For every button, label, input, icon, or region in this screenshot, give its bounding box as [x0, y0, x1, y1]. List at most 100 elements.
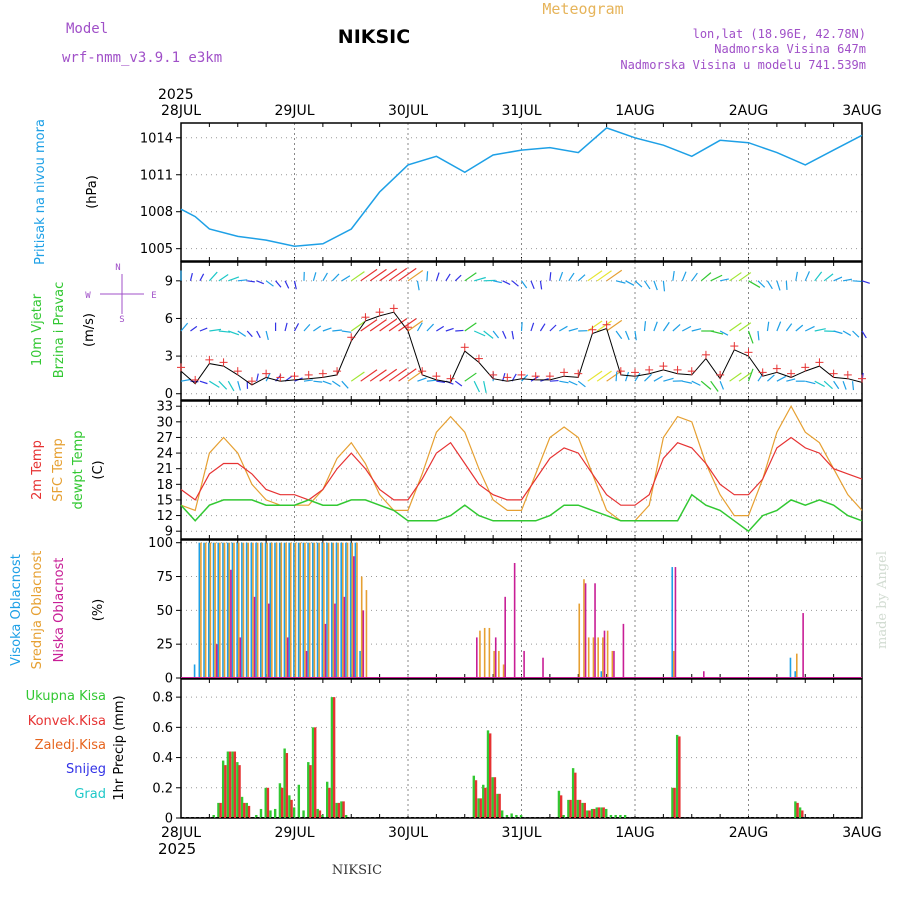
- wind-arrow: [729, 272, 742, 282]
- wind-arrow: [464, 322, 477, 332]
- conv-rain-bar: [280, 787, 284, 818]
- pressure-panel: 1005 1008 1011 1014: [140, 127, 863, 257]
- wind-arrow: [303, 379, 313, 382]
- high-cloud-bar: [212, 542, 215, 678]
- low-cloud-bar: [267, 603, 270, 678]
- y-tick-label: 50: [156, 604, 173, 619]
- wind-arrow: [776, 375, 787, 382]
- low-cloud-bar: [343, 596, 346, 678]
- y-tick-label: 1011: [140, 168, 173, 183]
- wind-arrow: [228, 276, 240, 282]
- high-cloud-bar: [600, 671, 603, 678]
- y-tick-label: 3: [165, 350, 173, 365]
- high-cloud-bar: [245, 542, 248, 678]
- wind-arrow: [312, 272, 317, 281]
- y-tick-label: 0: [165, 387, 173, 402]
- conv-rain-bar: [493, 777, 497, 818]
- wind-arrow: [416, 280, 420, 291]
- wind-arrow: [530, 280, 535, 290]
- wind-arrow: [369, 319, 387, 332]
- total-rain-bar: [302, 810, 305, 818]
- conv-rain-bar: [328, 787, 331, 818]
- precip-y-ticks: 0 0.2 0.4 0.6 0.8: [152, 691, 181, 827]
- wind-arrow: [757, 330, 760, 341]
- total-rain-bar: [236, 762, 239, 818]
- conv-rain-bar: [678, 736, 681, 818]
- wind-arrow: [530, 376, 539, 382]
- wind-arrow: [445, 327, 454, 332]
- y-tick-label: 27: [156, 431, 173, 446]
- wind-arrow: [322, 380, 332, 385]
- wind-arrow: [766, 280, 773, 290]
- y-tick-label: 1005: [140, 242, 173, 257]
- y-tick-label: 0.4: [152, 751, 173, 766]
- y-tick-label: 15: [156, 493, 173, 508]
- model-label: Model: [66, 21, 108, 37]
- high-cloud-bar: [330, 542, 333, 678]
- wind-arrow: [379, 368, 398, 382]
- total-rain-bar: [292, 807, 296, 818]
- wind-arrow: [521, 374, 529, 382]
- high-cloud-bar: [326, 542, 328, 678]
- wind-arrow: [710, 380, 719, 392]
- conv-rain-bar: [574, 772, 577, 818]
- wind-arrow: [833, 330, 843, 335]
- wind-arrow: [199, 380, 208, 385]
- high-cloud-bar: [349, 542, 352, 678]
- top-date-label: 2AUG: [729, 103, 769, 119]
- elevation-label: Nadmorska Visina 647m: [714, 42, 866, 56]
- wind-arrow: [189, 272, 193, 281]
- wind-arrow: [748, 280, 761, 288]
- wind-arrow: [691, 380, 701, 386]
- wind-arrow: [587, 370, 603, 382]
- low-cloud-bar: [802, 613, 804, 678]
- cloud-ylabel: (%): [91, 599, 106, 622]
- wind-arrow: [228, 330, 240, 336]
- mid-cloud-bar: [323, 542, 325, 678]
- wind-arrow: [407, 370, 424, 382]
- wind-arrow: [407, 320, 424, 332]
- mid-cloud-bar: [214, 542, 216, 678]
- wind-arrow: [549, 272, 552, 281]
- high-cloud-bar: [203, 542, 205, 678]
- wind-arrow: [842, 330, 852, 336]
- total-rain-bar: [255, 814, 258, 818]
- high-cloud-bar: [293, 542, 295, 678]
- top-date-label: 28JUL: [161, 103, 201, 119]
- top-date-label: 29JUL: [275, 103, 315, 119]
- total-rain-bar: [330, 697, 334, 818]
- wind-arrow: [842, 278, 852, 282]
- wind-arrow: [710, 274, 723, 282]
- temp-2m-title: 2m Temp: [30, 440, 45, 500]
- wind-arrow: [710, 330, 724, 335]
- wind-arrow: [369, 369, 387, 382]
- wind-arrow: [833, 380, 840, 390]
- wind-arrow: [606, 319, 623, 332]
- wind-arrow: [833, 276, 843, 282]
- wind-arrow: [492, 330, 500, 339]
- mid-cloud-bar: [237, 542, 240, 678]
- conv-rain-bar: [224, 765, 227, 818]
- high-cloud-bar: [307, 542, 309, 678]
- wind-arrow: [350, 371, 365, 382]
- mid-cloud-bar: [502, 664, 505, 678]
- total-rain-bar: [259, 808, 263, 818]
- wind-arrow: [662, 321, 670, 332]
- wind-arrow: [549, 379, 559, 382]
- wind-arrow: [663, 377, 674, 382]
- wind-arrow: [549, 324, 557, 332]
- wind-arrow: [322, 327, 332, 332]
- high-cloud-title: Visoka Oblacnost: [9, 554, 24, 666]
- y-tick-label: 1008: [140, 205, 173, 220]
- credit-label: made by Angel: [875, 551, 890, 649]
- total-rain-bar: [562, 814, 565, 818]
- wind-arrow: [265, 280, 274, 287]
- wind-arrow: [180, 378, 192, 382]
- mid-cloud-bar: [488, 627, 491, 678]
- total-rain-bar: [269, 810, 272, 818]
- wind-arrow: [805, 380, 816, 385]
- total-rain-bar: [614, 814, 617, 818]
- wind-arrow: [341, 275, 351, 282]
- wind-arrow: [331, 380, 341, 388]
